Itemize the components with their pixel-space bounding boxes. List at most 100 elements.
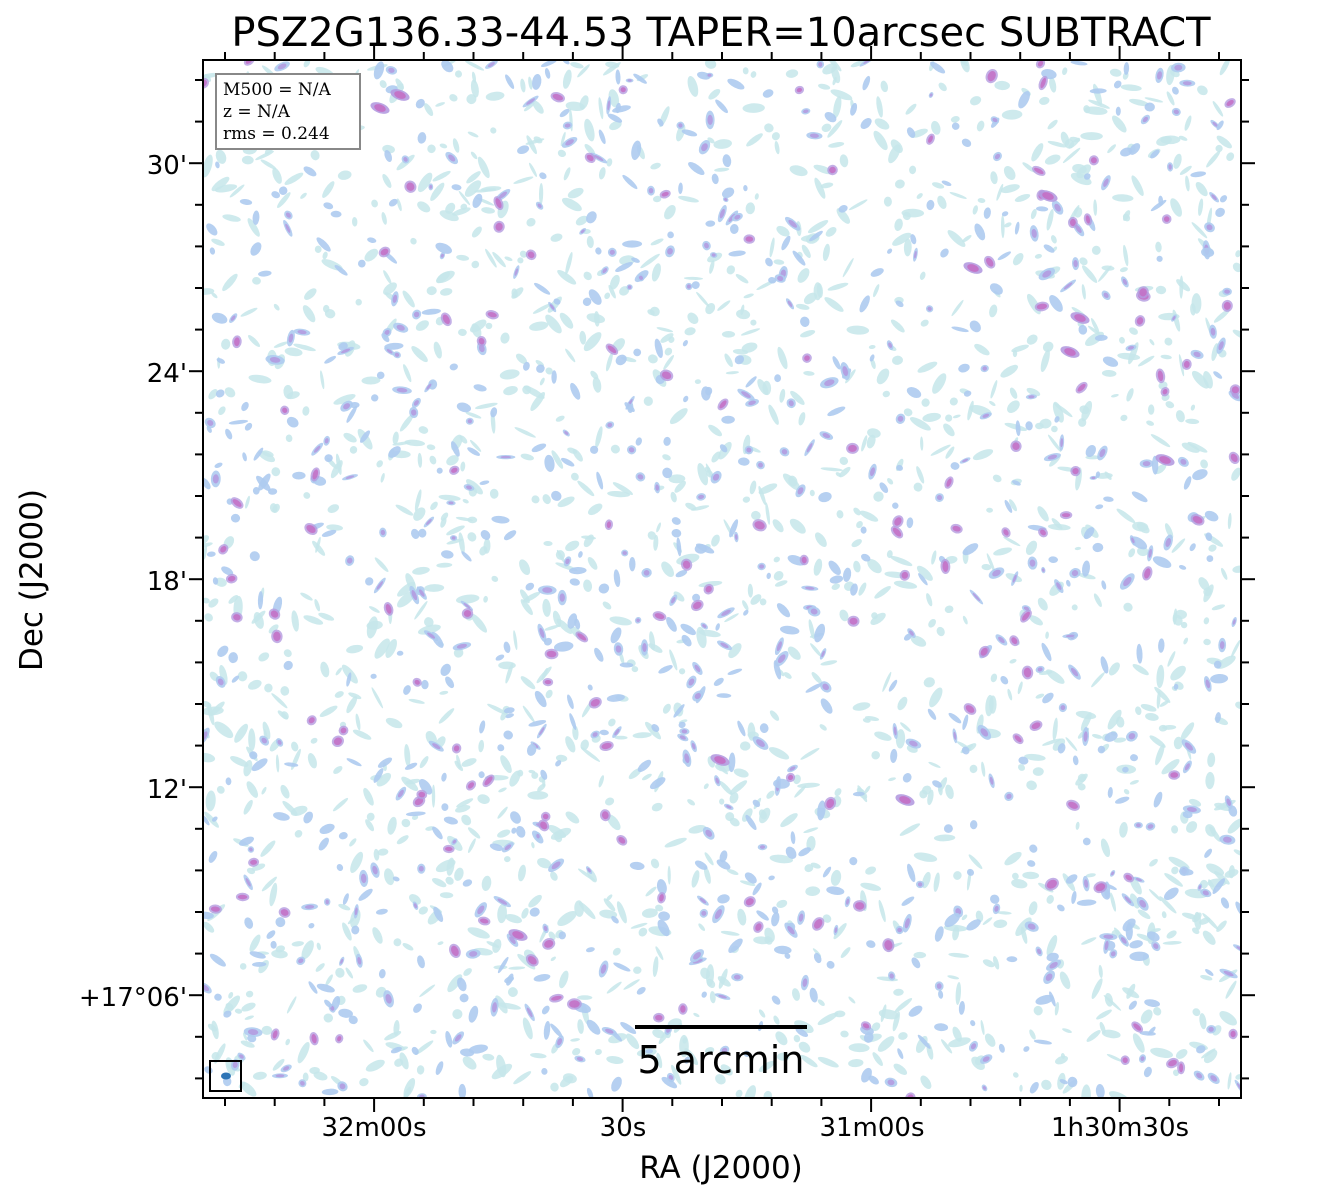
emission-blob [1166,91,1175,106]
emission-blob [338,832,348,840]
emission-blob [503,386,518,396]
emission-blob [948,1037,971,1048]
emission-blob [466,94,477,105]
emission-blob [755,923,762,931]
emission-blob [826,60,842,72]
emission-blob [541,1068,548,1075]
emission-blob [899,823,921,836]
emission-blob [580,229,585,234]
emission-blob [961,914,968,921]
info-redshift: z = N/A [223,102,291,122]
emission-blob [288,333,294,343]
emission-blob [467,447,480,456]
emission-blob [365,577,374,586]
emission-blob [510,811,521,824]
emission-blob [214,577,227,587]
emission-blob [225,777,232,786]
emission-blob [764,123,774,133]
emission-blob [969,320,981,333]
emission-blob [974,223,986,241]
emission-blob [793,1034,801,1043]
emission-blob [803,371,815,376]
emission-blob [433,906,444,922]
emission-blob [250,242,262,256]
emission-blob [650,162,661,170]
emission-blob [820,660,838,666]
y-axis-label: Dec (J2000) [14,489,50,671]
emission-blob [1103,934,1114,939]
emission-blob [579,330,587,345]
emission-blob [798,913,804,922]
emission-blob [774,580,788,587]
emission-blob [465,411,482,419]
emission-blob [490,127,497,134]
emission-blob [1194,911,1202,930]
emission-blob [350,851,364,874]
emission-blob [403,364,412,383]
emission-blob [374,557,389,573]
emission-blob [1211,194,1217,201]
emission-blob [208,389,218,400]
emission-blob [1122,1057,1128,1063]
emission-blob [782,473,801,491]
emission-blob [612,947,621,956]
emission-blob [1233,849,1241,856]
emission-blob [1200,459,1209,469]
emission-blob [432,826,443,840]
emission-blob [882,390,890,398]
emission-blob [771,995,781,1005]
emission-blob [1015,420,1021,436]
emission-blob [342,922,352,941]
emission-blob [337,170,352,180]
emission-blob [671,528,682,538]
emission-blob [1206,863,1225,876]
emission-blob [489,488,499,499]
emission-blob [1144,102,1155,112]
emission-blob [453,647,464,658]
emission-blob [905,103,917,115]
emission-blob [479,546,488,556]
emission-blob [1101,369,1117,377]
emission-blob [346,672,352,687]
emission-blob [452,138,460,153]
emission-blob [814,177,826,199]
emission-blob [374,638,390,659]
emission-blob [930,444,951,456]
emission-blob [511,287,524,299]
emission-blob [965,705,975,713]
emission-blob [662,467,673,479]
emission-blob [708,88,721,100]
emission-blob [247,218,260,237]
emission-blob [1027,923,1036,930]
emission-blob [817,800,826,821]
emission-blob [650,238,664,246]
emission-blob [291,610,299,632]
emission-blob [495,222,503,231]
emission-blob [874,585,891,599]
emission-blob [1182,81,1192,86]
emission-blob [698,580,723,588]
emission-blob [1136,643,1143,664]
emission-blob [230,756,249,767]
emission-blob [1139,1031,1156,1036]
emission-blob [247,679,262,690]
emission-blob [487,312,497,318]
emission-blob [787,300,793,307]
emission-blob [853,507,861,516]
emission-blob [385,717,403,729]
emission-blob [932,182,945,189]
emission-blob [498,661,516,670]
emission-blob [836,510,844,519]
emission-blob [221,566,234,576]
emission-blob [1184,742,1193,751]
emission-blob [366,812,375,821]
emission-blob [926,593,933,607]
emission-blob [405,778,421,785]
emission-blob [1170,665,1186,681]
emission-blob [504,856,511,863]
emission-blob [409,894,421,905]
emission-blob [458,190,471,206]
emission-blob [460,1048,475,1057]
emission-blob [788,400,794,407]
emission-blob [833,922,847,940]
